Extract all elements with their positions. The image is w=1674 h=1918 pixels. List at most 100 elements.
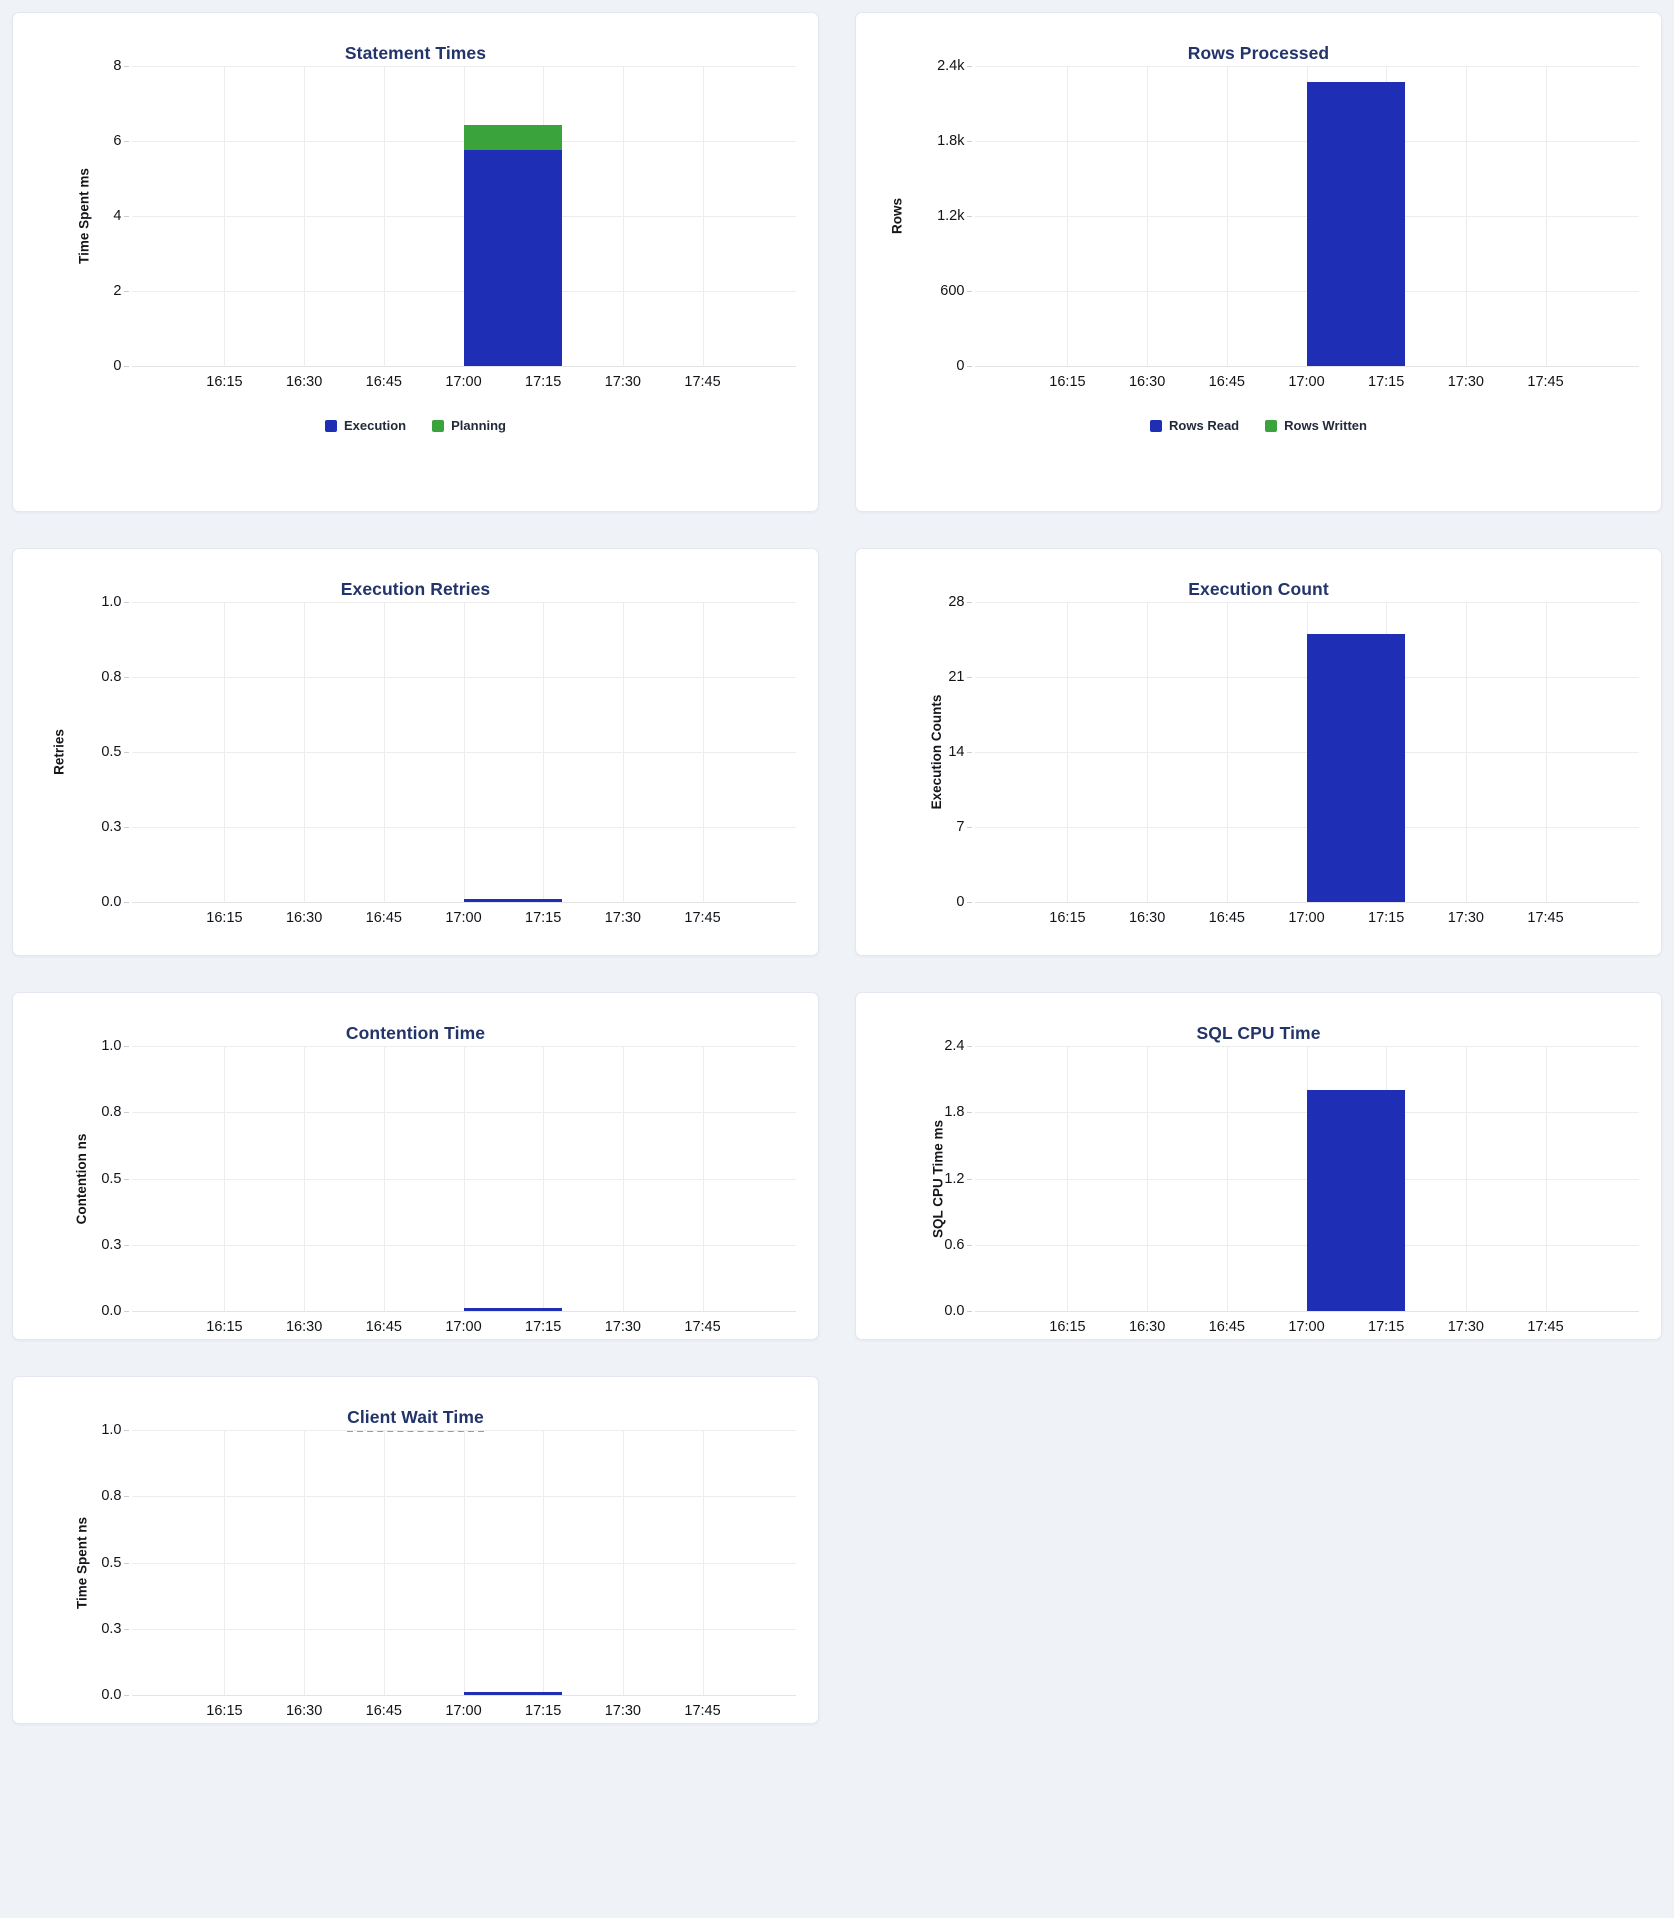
legend-item-execution[interactable]: Execution [324, 418, 407, 433]
chart-title-text-with-tooltip[interactable]: Client Wait Time [347, 1407, 484, 1432]
gridline-vertical [224, 1430, 226, 1695]
x-tick: 17:30 [604, 1703, 642, 1719]
chart-title-statement-times: Statement Times [344, 43, 487, 63]
y-axis-ticks: 0.0 0.3 0.5 0.8 1.0 [72, 594, 129, 910]
bar-17-00-zero[interactable] [463, 1308, 562, 1311]
gridline-vertical [304, 66, 306, 366]
plot-area[interactable] [974, 602, 1639, 903]
gridline-vertical [463, 1046, 465, 1311]
y-tick: 0.5 [101, 1554, 129, 1571]
gridline-vertical [622, 1430, 624, 1695]
legend-item-rows-read[interactable]: Rows Read [1150, 418, 1239, 433]
chart-card-execution-retries[interactable]: Execution Retries Retries 0.0 0.3 0.5 0.… [12, 548, 819, 956]
plot-area[interactable] [974, 66, 1639, 367]
gridline-vertical [383, 602, 385, 902]
x-tick: 16:15 [1049, 910, 1086, 926]
plot-rows-processed[interactable]: Rows 0 600 1.2k 1.8k 2.4k [879, 58, 1639, 390]
gridline-vertical [1465, 602, 1467, 902]
x-tick: 17:00 [1288, 374, 1325, 390]
y-tick: 8 [113, 58, 129, 74]
y-tick: 2.4k [937, 58, 973, 74]
x-tick: 16:30 [1128, 910, 1166, 926]
bar-17-00[interactable] [1306, 82, 1405, 366]
chart-card-contention-time[interactable]: Contention Time Contention ns 0.0 0.3 0.… [12, 992, 819, 1340]
bar-17-00[interactable] [1306, 634, 1405, 902]
x-axis-ticks: 16:15 16:30 16:45 17:00 17:15 17:30 17:4… [132, 366, 796, 400]
y-tick: 7 [956, 819, 972, 835]
y-tick: 1.2k [937, 208, 973, 224]
gridline-vertical [224, 602, 226, 902]
plot-client-wait-time[interactable]: Time Spent ns 0.0 0.3 0.5 0.8 1.0 [36, 1422, 796, 1719]
bar-17-00[interactable] [1306, 1090, 1405, 1311]
x-tick: 16:30 [1128, 1319, 1166, 1335]
legend-swatch-icon [1265, 419, 1278, 432]
x-tick: 16:15 [206, 1703, 243, 1719]
chart-legend[interactable]: Rows Read Rows Written [856, 418, 1661, 433]
x-tick: 17:15 [1368, 374, 1405, 390]
plot-statement-times[interactable]: Time Spent ms 0 2 4 6 8 [36, 58, 796, 390]
chart-card-client-wait-time[interactable]: Client Wait Time Time Spent ns 0.0 0.3 0… [12, 1376, 819, 1724]
y-axis-label: Rows [889, 197, 905, 235]
bar-17-00-zero[interactable] [463, 899, 562, 902]
x-tick: 17:00 [445, 1703, 482, 1719]
axis-baseline [974, 1311, 1639, 1312]
chart-legend[interactable]: Execution Planning [13, 418, 818, 433]
gridline-vertical [1545, 1046, 1547, 1311]
plot-area[interactable] [131, 1430, 796, 1696]
x-tick: 16:45 [365, 910, 402, 926]
y-axis-ticks: 0.0 0.6 1.2 1.8 2.4 [915, 1038, 972, 1319]
y-tick: 1.0 [101, 1422, 129, 1438]
bar-17-00[interactable] [463, 125, 562, 366]
x-tick: 17:45 [684, 374, 721, 390]
plot-area[interactable] [131, 1046, 796, 1312]
axis-baseline [131, 1311, 796, 1312]
bar-segment-execution[interactable] [463, 149, 562, 366]
x-axis-ticks: 16:15 16:30 16:45 17:00 17:15 17:30 17:4… [132, 1695, 796, 1723]
x-tick: 16:15 [1049, 1319, 1086, 1335]
plot-execution-retries[interactable]: Retries 0.0 0.3 0.5 0.8 1.0 [36, 594, 796, 926]
legend-label: Rows Written [1284, 418, 1367, 433]
plot-contention-time[interactable]: Contention ns 0.0 0.3 0.5 0.8 1.0 [36, 1038, 796, 1335]
x-tick: 16:15 [206, 374, 243, 390]
plot-execution-count[interactable]: Execution Counts 0 7 14 21 28 [879, 594, 1639, 926]
legend-item-planning[interactable]: Planning [432, 418, 506, 433]
y-tick: 0 [956, 894, 972, 910]
gridline-vertical [1226, 1046, 1228, 1311]
x-tick: 17:30 [604, 910, 642, 926]
axis-baseline [131, 1695, 796, 1696]
gridline-vertical [622, 602, 624, 902]
x-tick: 16:45 [1208, 1319, 1245, 1335]
gridline-vertical [383, 1046, 385, 1311]
axis-baseline [131, 366, 796, 367]
legend-label: Execution [343, 418, 407, 433]
gridline-vertical [1147, 66, 1149, 366]
chart-title-sql-cpu-time: SQL CPU Time [1196, 1023, 1321, 1043]
y-tick: 1.2 [944, 1170, 972, 1187]
y-tick: 1.8k [937, 133, 973, 149]
y-tick: 0.8 [101, 1488, 129, 1505]
y-axis-ticks: 0 2 4 6 8 [72, 58, 129, 374]
plot-sql-cpu-time[interactable]: SQL CPU Time ms 0.0 0.6 1.2 1.8 2.4 [879, 1038, 1639, 1335]
bar-segment-planning[interactable] [463, 125, 562, 150]
gridline-vertical [1465, 66, 1467, 366]
chart-card-sql-cpu-time[interactable]: SQL CPU Time SQL CPU Time ms 0.0 0.6 1.2… [855, 992, 1662, 1340]
gridline-vertical [463, 602, 465, 902]
y-tick: 0.0 [101, 1303, 129, 1319]
bar-17-00-zero[interactable] [463, 1692, 562, 1695]
chart-card-execution-count[interactable]: Execution Count Execution Counts 0 7 14 … [855, 548, 1662, 956]
plot-area[interactable] [974, 1046, 1639, 1312]
x-tick: 17:45 [684, 910, 721, 926]
chart-card-statement-times[interactable]: Statement Times Time Spent ms 0 2 4 6 8 [12, 12, 819, 512]
plot-area[interactable] [131, 66, 796, 367]
plot-area[interactable] [131, 602, 796, 903]
gridline-vertical [1465, 1046, 1467, 1311]
x-axis-ticks: 16:15 16:30 16:45 17:00 17:15 17:30 17:4… [975, 366, 1639, 400]
chart-card-rows-processed[interactable]: Rows Processed Rows 0 600 1.2k 1.8k 2.4k [855, 12, 1662, 512]
legend-item-rows-written[interactable]: Rows Written [1265, 418, 1367, 433]
gridline-vertical [1067, 1046, 1069, 1311]
y-tick: 0.0 [101, 1687, 129, 1703]
axis-baseline [974, 902, 1639, 903]
gridline-vertical [304, 1430, 306, 1695]
x-tick: 16:45 [1208, 910, 1245, 926]
gridline-vertical [702, 1430, 704, 1695]
